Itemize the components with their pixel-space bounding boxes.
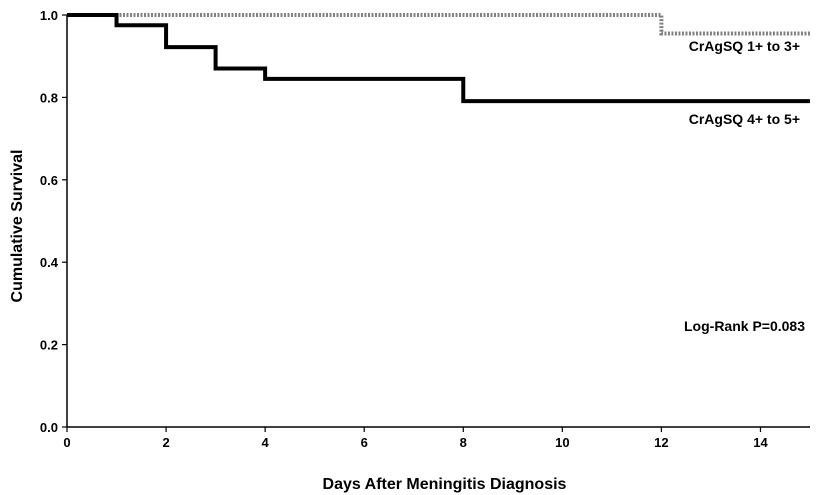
y-tick-label: 0.0	[40, 420, 58, 435]
y-tick-label: 0.4	[40, 255, 59, 270]
x-tick-label: 12	[654, 435, 668, 450]
x-tick-label: 2	[162, 435, 169, 450]
labels-layer: CrAgSQ 1+ to 3+ CrAgSQ 4+ to 5+ Log-Rank…	[9, 38, 805, 493]
x-tick-label: 10	[555, 435, 569, 450]
series-line-low	[67, 13, 810, 36]
x-axis-title: Days After Meningitis Diagnosis	[323, 476, 567, 493]
y-axis-title: Cumulative Survival	[9, 150, 26, 303]
y-tick-label: 0.8	[40, 90, 58, 105]
y-tick-label: 1.0	[40, 8, 58, 23]
series-label-high: CrAgSQ 4+ to 5+	[689, 111, 800, 127]
ticks-layer: 0 2 4 6 8 10 12 14 0.0 0.2 0.4 0.6 0.8 1.0	[40, 8, 769, 450]
x-tick-label: 0	[63, 435, 70, 450]
x-tick-label: 8	[460, 435, 467, 450]
series-line-high	[67, 13, 810, 104]
x-tick-label: 14	[753, 435, 768, 450]
log-rank-annotation: Log-Rank P=0.083	[684, 318, 805, 334]
axes-layer	[66, 15, 810, 428]
y-tick-label: 0.6	[40, 173, 58, 188]
x-tick-label: 6	[361, 435, 368, 450]
y-tick-label: 0.2	[40, 338, 58, 353]
series-label-low: CrAgSQ 1+ to 3+	[689, 38, 800, 54]
x-tick-label: 4	[262, 435, 270, 450]
series-layer	[67, 13, 810, 104]
